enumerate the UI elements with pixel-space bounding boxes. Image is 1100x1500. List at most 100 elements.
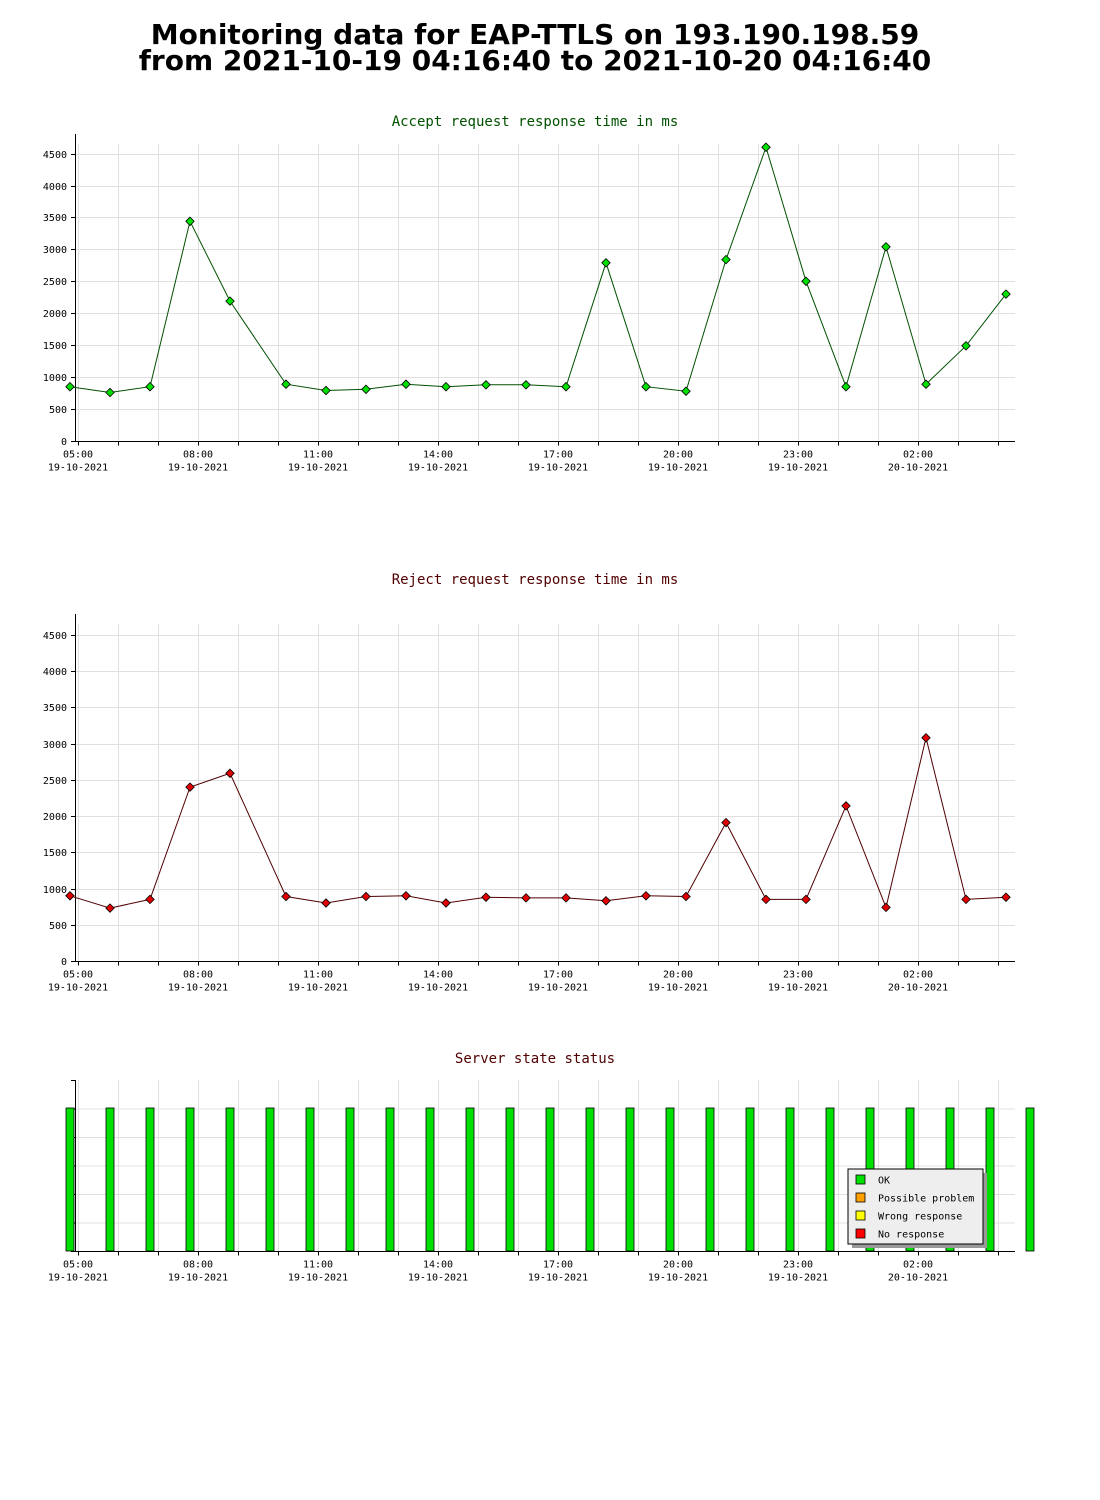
accept-data-point	[961, 341, 971, 351]
reject-data-point	[961, 894, 971, 905]
accept-data-point	[481, 380, 491, 390]
reject-x-tick-label-date: 19-10-2021	[768, 983, 828, 994]
status-bar	[1025, 1107, 1035, 1252]
accept-data-point	[801, 276, 811, 287]
accept-data-point	[921, 379, 931, 389]
status-x-tick-label-time: 11:00	[303, 1260, 333, 1271]
reject-series-line	[69, 737, 1007, 910]
status-bar	[145, 1107, 155, 1252]
accept-data-point	[401, 379, 411, 389]
accept-y-tick-label: 1000	[43, 373, 67, 384]
status-bar	[625, 1107, 635, 1252]
status-x-tick-label-date: 19-10-2021	[408, 1273, 468, 1284]
accept-chart: Accept request response time in ms 0 500 10…	[43, 114, 1015, 474]
reject-data-point	[561, 893, 571, 903]
status-bar	[345, 1107, 355, 1252]
accept-data-point	[441, 381, 451, 392]
reject-x-tick-label-time: 05:00	[63, 970, 93, 981]
accept-x-tick-label-date: 19-10-2021	[48, 463, 108, 474]
accept-data-point	[321, 385, 331, 396]
accept-y-tick-label: 500	[49, 405, 67, 416]
accept-y-tick-label: 3000	[43, 245, 67, 256]
accept-data-point	[881, 242, 891, 252]
reject-data-point	[225, 768, 235, 779]
reject-data-point	[801, 894, 811, 905]
status-x-tick-label-date: 19-10-2021	[768, 1273, 828, 1284]
status-bar	[585, 1107, 595, 1252]
reject-data-point	[841, 801, 851, 811]
reject-y-tick-label: 4500	[43, 631, 67, 642]
accept-data-point	[65, 381, 75, 392]
status-bar	[705, 1107, 715, 1252]
reject-y-tick-label: 2000	[43, 812, 67, 823]
status-bar	[425, 1107, 435, 1252]
reject-data-point	[65, 891, 75, 901]
reject-chart: Reject request response time in ms 0 500 10…	[43, 572, 1015, 994]
reject-x-tick-label-date: 19-10-2021	[168, 983, 228, 994]
accept-y-tick-label: 2500	[43, 277, 67, 288]
reject-data-point	[481, 892, 491, 902]
accept-x-tick-label-date: 19-10-2021	[288, 463, 348, 474]
reject-x-tick-label-date: 19-10-2021	[408, 983, 468, 994]
page-title: Monitoring data for EAP-TTLS on 193.190.…	[0, 18, 1070, 77]
reject-y-tick-label: 1500	[43, 848, 67, 859]
status-bar	[185, 1107, 195, 1252]
reject-y-tick-label: 3000	[43, 740, 67, 751]
reject-y-tick-label: 500	[49, 921, 67, 932]
status-x-tick-label-date: 20-10-2021	[888, 1273, 948, 1284]
accept-data-point	[361, 384, 371, 395]
reject-data-point	[721, 817, 731, 828]
accept-y-tick-label: 3500	[43, 213, 67, 224]
status-bar	[225, 1107, 235, 1252]
accept-x-tick-label-time: 02:00	[903, 450, 933, 461]
accept-x-tick-label-date: 20-10-2021	[888, 463, 948, 474]
accept-data-point	[561, 381, 571, 392]
status-x-tick-label-time: 08:00	[183, 1260, 213, 1271]
legend-swatch	[855, 1228, 866, 1239]
status-bar	[265, 1107, 275, 1252]
page-title-line1: Monitoring data for EAP-TTLS on 193.190.…	[150, 18, 920, 51]
reject-data-point	[105, 903, 115, 913]
accept-x-tick-label-time: 11:00	[303, 450, 333, 461]
reject-data-point	[681, 891, 691, 902]
accept-x-tick-label-date: 19-10-2021	[168, 463, 228, 474]
legend-swatch	[855, 1192, 866, 1203]
reject-x-tick-label-time: 17:00	[543, 970, 573, 981]
legend-swatch	[855, 1174, 866, 1185]
status-bar	[665, 1107, 675, 1252]
accept-y-tick-label: 0	[61, 437, 67, 448]
accept-data-point	[681, 386, 691, 396]
reject-data-point	[441, 898, 451, 908]
page-title-line2: from 2021-10-19 04:16:40 to 2021-10-20 0…	[138, 44, 932, 77]
reject-data-point	[185, 782, 195, 792]
status-x-tick-label-date: 19-10-2021	[288, 1273, 348, 1284]
status-bar	[745, 1107, 755, 1252]
status-bar	[545, 1107, 555, 1252]
reject-y-tick-label: 3500	[43, 703, 67, 714]
status-chart: Server state status 05:00 19-10-2021 08:00 1…	[48, 1051, 1035, 1284]
accept-data-point	[1001, 289, 1011, 299]
reject-data-point	[1001, 892, 1011, 902]
reject-x-tick-label-time: 20:00	[663, 970, 693, 981]
accept-chart-title: Accept request response time in ms	[392, 114, 679, 130]
status-x-tick-label-date: 19-10-2021	[168, 1273, 228, 1284]
accept-data-point	[185, 216, 195, 227]
status-x-tick-label-date: 19-10-2021	[648, 1273, 708, 1284]
accept-data-point	[601, 258, 611, 268]
status-bar	[785, 1107, 795, 1252]
reject-x-tick-label-date: 19-10-2021	[528, 983, 588, 994]
reject-x-tick-label-time: 02:00	[903, 970, 933, 981]
reject-x-tick-label-date: 19-10-2021	[648, 983, 708, 994]
accept-y-tick-label: 4500	[43, 150, 67, 161]
reject-data-point	[881, 902, 891, 913]
accept-y-tick-label: 1500	[43, 341, 67, 352]
legend-box	[847, 1168, 984, 1245]
reject-data-point	[281, 891, 291, 902]
accept-data-point	[225, 296, 235, 306]
reject-x-tick-label-time: 14:00	[423, 970, 453, 981]
accept-x-tick-label-date: 19-10-2021	[528, 463, 588, 474]
status-bar	[505, 1107, 515, 1252]
status-bar	[385, 1107, 395, 1252]
accept-data-point	[521, 380, 531, 390]
reject-data-point	[401, 891, 411, 901]
